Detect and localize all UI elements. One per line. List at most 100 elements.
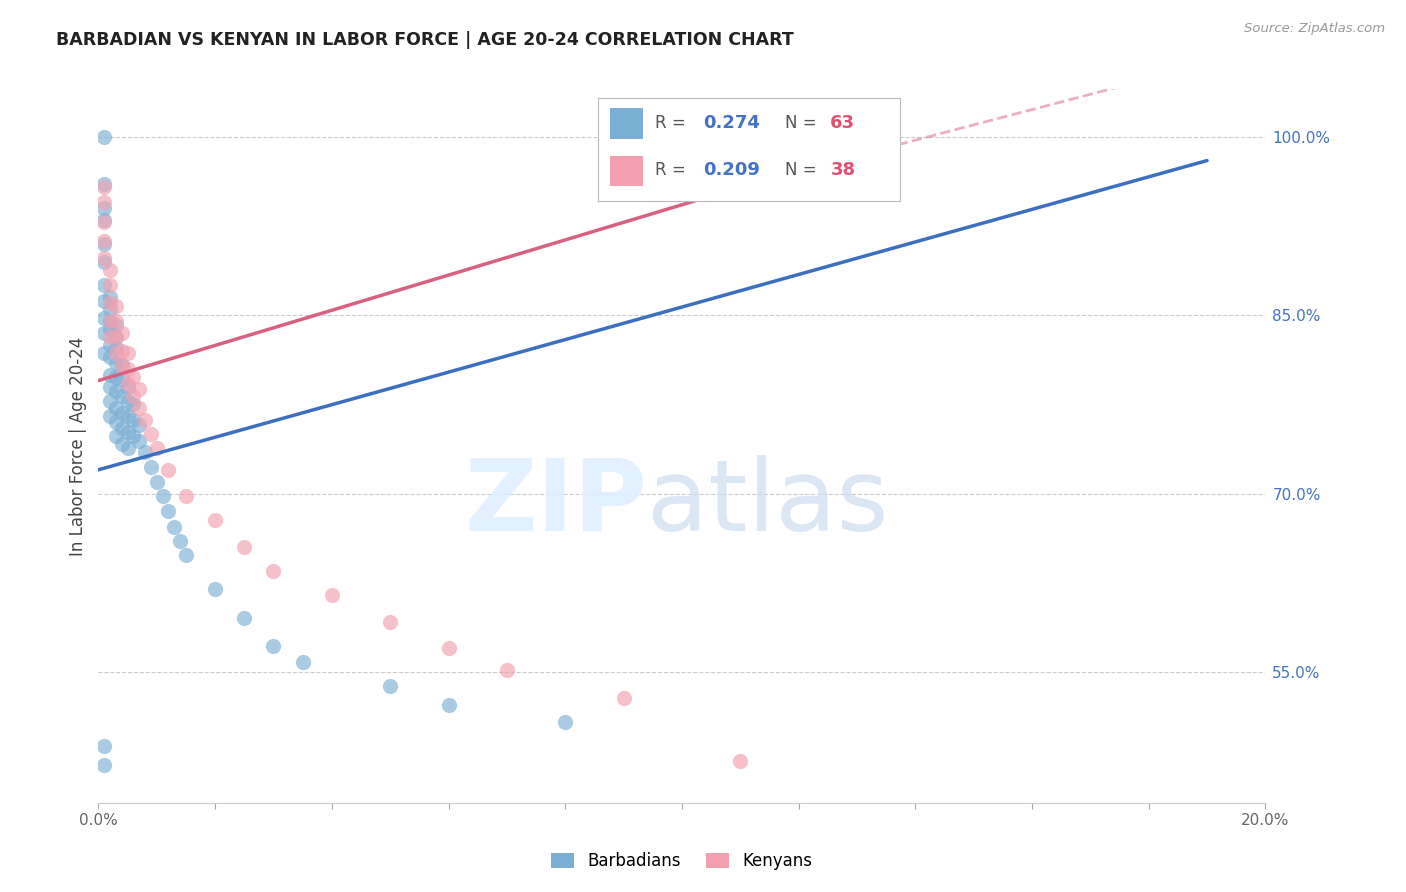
Point: [174, 489, 197, 503]
Point: [98, 409, 121, 424]
Point: [111, 326, 134, 340]
Point: [93, 236, 115, 251]
Point: [117, 361, 139, 376]
Point: [93, 235, 115, 249]
Point: [111, 358, 134, 372]
Point: [93, 251, 115, 265]
Point: [146, 475, 169, 489]
Point: [139, 427, 162, 442]
Point: [134, 413, 156, 427]
Point: [104, 314, 127, 328]
Point: [128, 401, 150, 415]
Point: [98, 296, 121, 310]
Point: [104, 329, 127, 343]
Point: [93, 179, 115, 194]
Text: 0.274: 0.274: [703, 114, 761, 132]
Point: [262, 639, 284, 653]
Point: [104, 356, 127, 370]
Point: [157, 504, 180, 518]
Point: [93, 215, 115, 229]
Text: R =: R =: [655, 161, 690, 179]
Point: [117, 442, 139, 456]
Point: [233, 540, 256, 554]
Text: atlas: atlas: [647, 455, 889, 551]
Point: [554, 714, 576, 729]
Point: [378, 679, 402, 693]
Point: [111, 372, 134, 386]
Point: [117, 393, 139, 408]
Point: [98, 393, 121, 408]
Point: [104, 318, 127, 332]
Point: [152, 489, 174, 503]
Y-axis label: In Labor Force | Age 20-24: In Labor Force | Age 20-24: [69, 336, 87, 556]
Point: [98, 329, 121, 343]
Point: [495, 663, 517, 677]
Point: [174, 549, 197, 563]
Point: [117, 346, 139, 360]
Point: [98, 338, 121, 352]
Point: [291, 656, 314, 670]
Point: [146, 442, 169, 456]
Point: [93, 129, 115, 144]
Point: [104, 342, 127, 356]
Point: [233, 611, 256, 625]
Text: BARBADIAN VS KENYAN IN LABOR FORCE | AGE 20-24 CORRELATION CHART: BARBADIAN VS KENYAN IN LABOR FORCE | AGE…: [56, 31, 794, 49]
Point: [262, 564, 284, 578]
Bar: [610, 108, 643, 139]
Point: [98, 290, 121, 304]
Point: [728, 754, 751, 768]
Text: R =: R =: [655, 114, 690, 132]
Point: [122, 397, 145, 411]
Point: [134, 445, 156, 459]
Text: 38: 38: [831, 161, 855, 179]
Point: [98, 302, 121, 317]
Point: [111, 406, 134, 420]
Point: [111, 343, 134, 358]
Point: [139, 460, 162, 475]
Point: [111, 436, 134, 450]
Point: [104, 370, 127, 384]
Legend: Barbadians, Kenyans: Barbadians, Kenyans: [544, 846, 820, 877]
Point: [104, 384, 127, 399]
Point: [93, 739, 115, 753]
Point: [93, 254, 115, 268]
Point: [111, 421, 134, 435]
Bar: [610, 155, 643, 186]
Point: [378, 615, 402, 629]
Point: [98, 368, 121, 382]
Point: [104, 329, 127, 343]
Point: [122, 370, 145, 384]
Point: [204, 513, 226, 527]
Point: [93, 326, 115, 340]
Point: [122, 413, 145, 427]
Point: [98, 278, 121, 293]
Text: 63: 63: [831, 114, 855, 132]
Point: [104, 415, 127, 429]
Point: [98, 314, 121, 328]
Point: [111, 389, 134, 403]
Point: [117, 377, 139, 392]
Point: [169, 534, 191, 549]
Point: [111, 358, 134, 372]
Point: [93, 201, 115, 215]
Point: [437, 698, 460, 713]
Point: [93, 213, 115, 227]
Point: [122, 389, 145, 403]
Point: [104, 401, 127, 415]
Point: [104, 346, 127, 360]
Point: [93, 293, 115, 308]
Text: N =: N =: [785, 114, 823, 132]
Point: [98, 322, 121, 336]
Point: [157, 463, 180, 477]
Point: [437, 641, 460, 656]
Point: [93, 757, 115, 772]
Point: [128, 434, 150, 449]
Point: [117, 409, 139, 424]
Point: [98, 314, 121, 328]
Point: [321, 588, 343, 602]
Point: [117, 425, 139, 439]
Point: [98, 379, 121, 393]
Text: ZIP: ZIP: [464, 455, 647, 551]
Point: [93, 195, 115, 210]
Point: [98, 350, 121, 364]
